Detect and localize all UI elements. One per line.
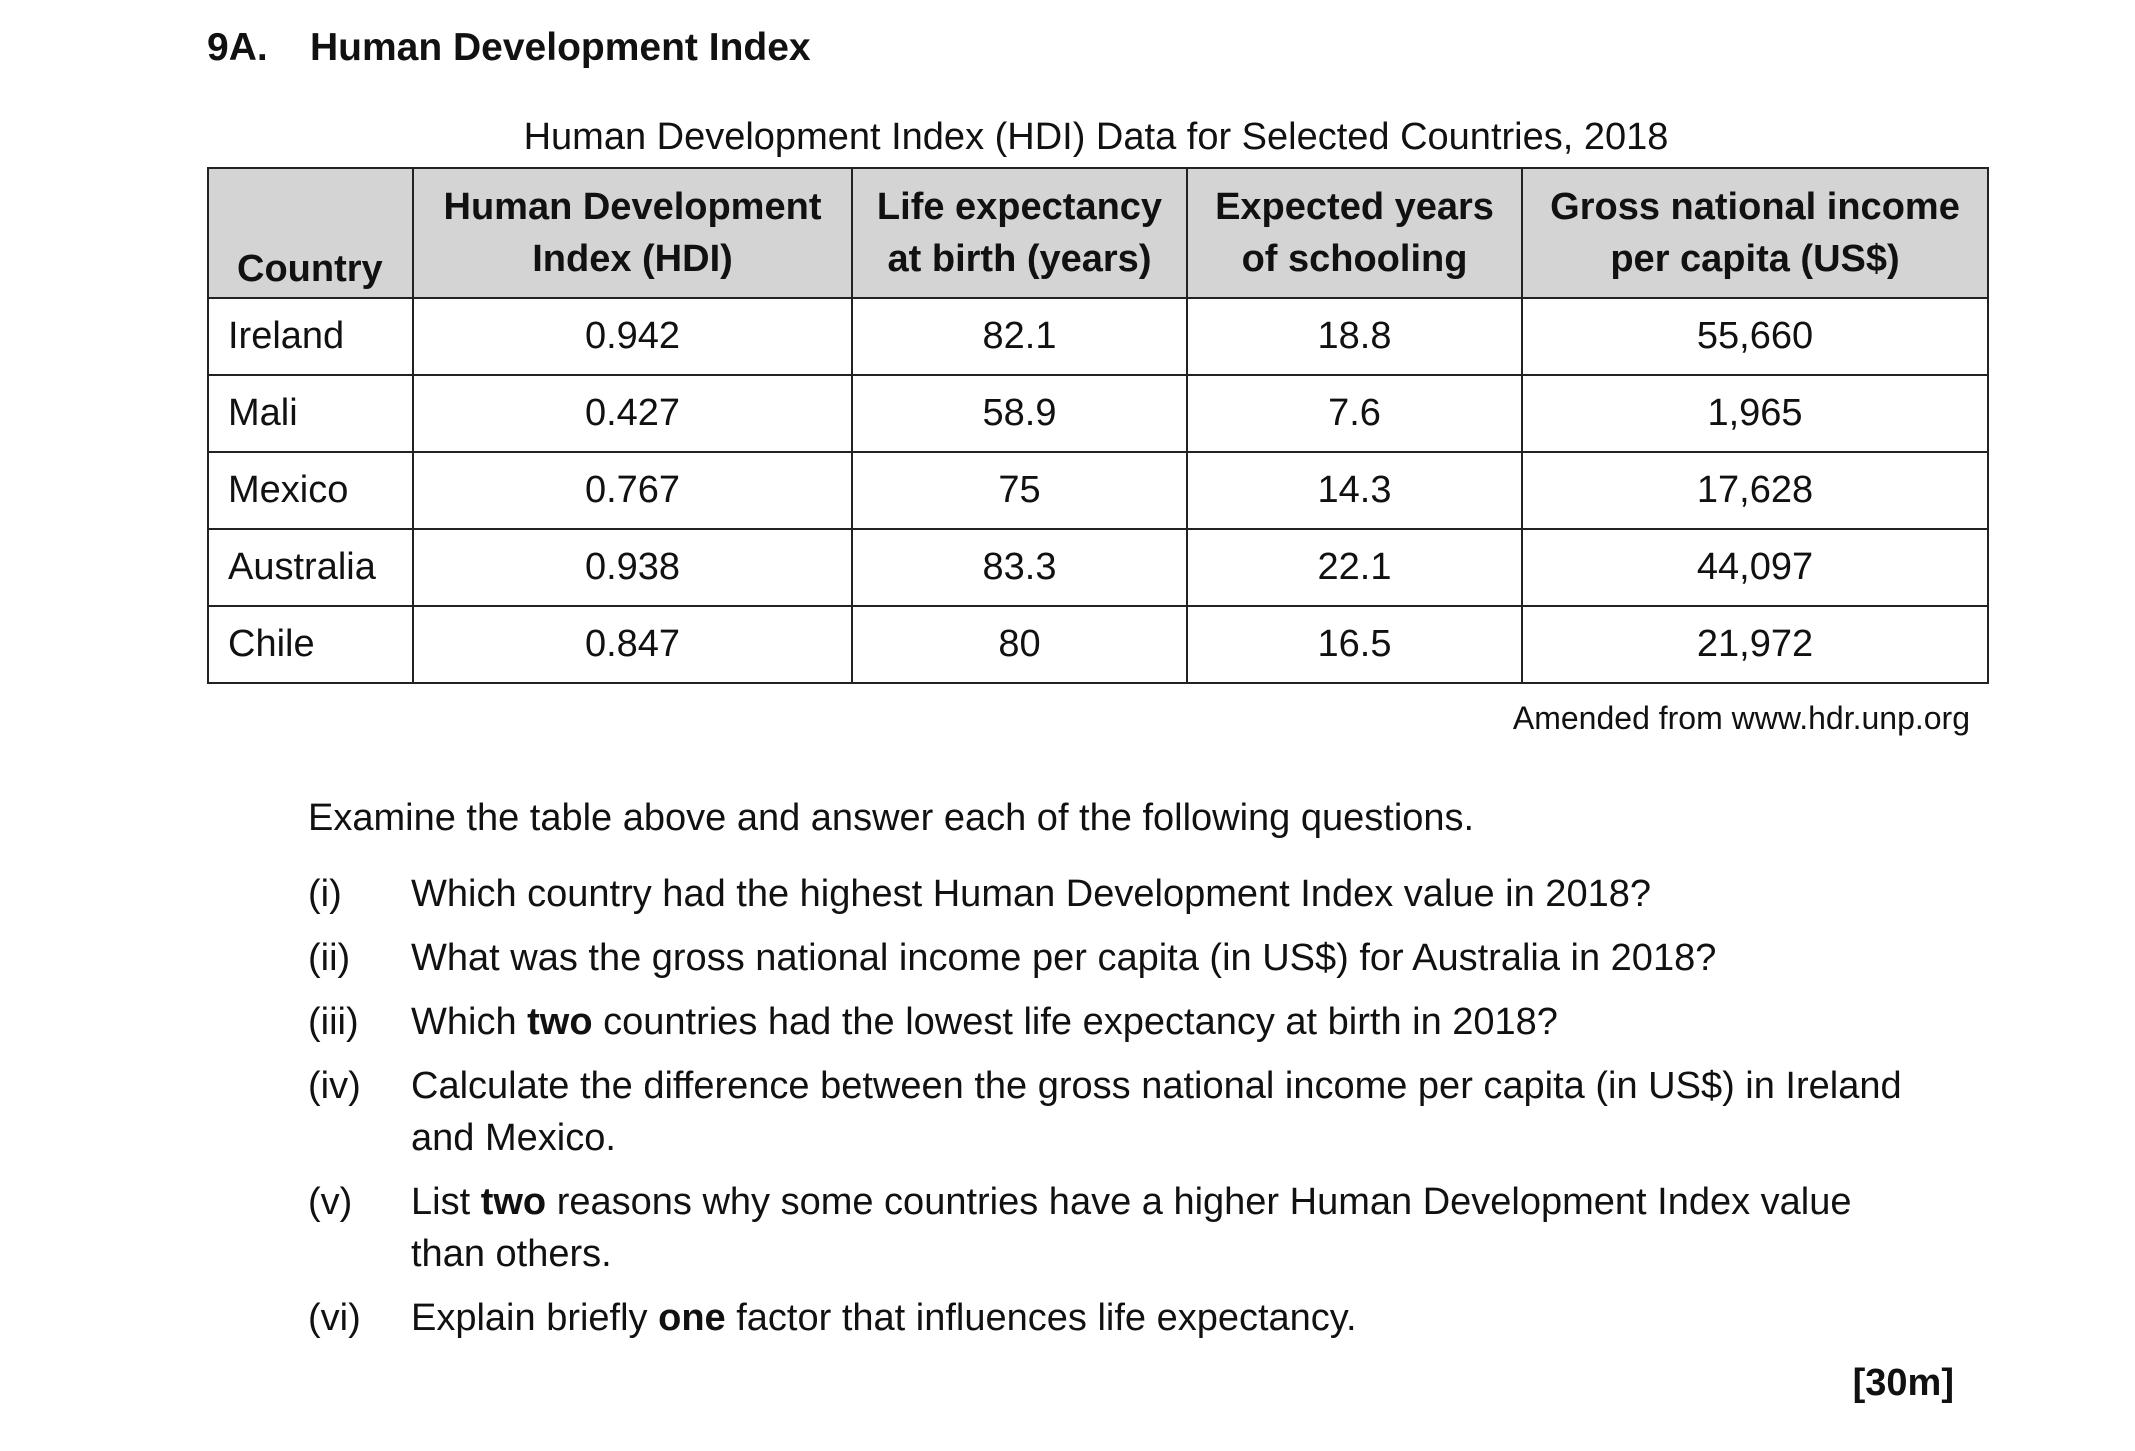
cell-schooling: 14.3 bbox=[1186, 451, 1523, 530]
cell-life-expectancy: 80 bbox=[851, 605, 1188, 684]
section-title: Human Development Index bbox=[310, 26, 811, 69]
question-number: (i) bbox=[308, 873, 342, 915]
table-source: Amended from www.hdr.unp.org bbox=[1512, 700, 1970, 736]
cell-gni: 1,965 bbox=[1521, 374, 1989, 453]
header-gni: Gross national income per capita (US$) bbox=[1521, 167, 1989, 299]
table-row: Mexico 0.767 75 14.3 17,628 bbox=[207, 451, 1989, 530]
question-text: Which two countries had the lowest life … bbox=[411, 1001, 1558, 1043]
header-country: Country bbox=[207, 167, 414, 299]
header-hdi: Human Development Index (HDI) bbox=[412, 167, 853, 299]
cell-country: Mali bbox=[207, 374, 414, 453]
question-text: List two reasons why some countries have… bbox=[411, 1181, 1852, 1275]
cell-country: Australia bbox=[207, 528, 414, 607]
question-item: (v) List two reasons why some countries … bbox=[308, 1176, 1928, 1280]
question-list: (i) Which country had the highest Human … bbox=[308, 868, 1928, 1356]
cell-gni: 21,972 bbox=[1521, 605, 1989, 684]
instruction-text: Examine the table above and answer each … bbox=[308, 797, 1475, 839]
question-item: (iv) Calculate the difference between th… bbox=[308, 1060, 1928, 1164]
cell-schooling: 16.5 bbox=[1186, 605, 1523, 684]
question-text: Which country had the highest Human Deve… bbox=[411, 873, 1651, 915]
question-item: (i) Which country had the highest Human … bbox=[308, 868, 1928, 920]
cell-gni: 44,097 bbox=[1521, 528, 1989, 607]
cell-life-expectancy: 82.1 bbox=[851, 297, 1188, 376]
question-number: (ii) bbox=[308, 937, 351, 979]
table-row: Australia 0.938 83.3 22.1 44,097 bbox=[207, 528, 1989, 607]
question-item: (vi) Explain briefly one factor that inf… bbox=[308, 1292, 1928, 1344]
cell-hdi: 0.767 bbox=[412, 451, 853, 530]
section-heading: 9A. Human Development Index bbox=[207, 26, 811, 70]
cell-schooling: 18.8 bbox=[1186, 297, 1523, 376]
cell-gni: 17,628 bbox=[1521, 451, 1989, 530]
question-text: Calculate the difference between the gro… bbox=[411, 1065, 1902, 1159]
cell-country: Ireland bbox=[207, 297, 414, 376]
question-text: What was the gross national income per c… bbox=[411, 937, 1717, 979]
hdi-table: Country Human Development Index (HDI) Lif… bbox=[207, 167, 1989, 684]
cell-hdi: 0.942 bbox=[412, 297, 853, 376]
cell-life-expectancy: 58.9 bbox=[851, 374, 1188, 453]
cell-gni: 55,660 bbox=[1521, 297, 1989, 376]
cell-hdi: 0.847 bbox=[412, 605, 853, 684]
cell-hdi: 0.938 bbox=[412, 528, 853, 607]
cell-hdi: 0.427 bbox=[412, 374, 853, 453]
marks-label: [30m] bbox=[1852, 1362, 1954, 1404]
table-header-row: Country Human Development Index (HDI) Lif… bbox=[207, 167, 1989, 299]
cell-schooling: 22.1 bbox=[1186, 528, 1523, 607]
cell-schooling: 7.6 bbox=[1186, 374, 1523, 453]
table-caption: Human Development Index (HDI) Data for S… bbox=[523, 116, 1669, 158]
cell-country: Mexico bbox=[207, 451, 414, 530]
emphasis: two bbox=[527, 1001, 593, 1043]
table-row: Ireland 0.942 82.1 18.8 55,660 bbox=[207, 297, 1989, 376]
cell-life-expectancy: 83.3 bbox=[851, 528, 1188, 607]
table-row: Chile 0.847 80 16.5 21,972 bbox=[207, 605, 1989, 684]
header-schooling: Expected years of schooling bbox=[1186, 167, 1523, 299]
question-text: Explain briefly one factor that influenc… bbox=[411, 1297, 1357, 1339]
cell-life-expectancy: 75 bbox=[851, 451, 1188, 530]
cell-country: Chile bbox=[207, 605, 414, 684]
question-number: (vi) bbox=[308, 1297, 361, 1339]
header-life-expectancy: Life expectancy at birth (years) bbox=[851, 167, 1188, 299]
question-item: (ii) What was the gross national income … bbox=[308, 932, 1928, 984]
emphasis: two bbox=[480, 1181, 547, 1223]
table-row: Mali 0.427 58.9 7.6 1,965 bbox=[207, 374, 1989, 453]
section-number: 9A. bbox=[207, 26, 268, 69]
question-number: (iv) bbox=[308, 1065, 361, 1107]
question-number: (iii) bbox=[308, 1001, 359, 1043]
question-number: (v) bbox=[308, 1181, 353, 1223]
question-item: (iii) Which two countries had the lowest… bbox=[308, 996, 1928, 1048]
emphasis: one bbox=[658, 1297, 726, 1339]
